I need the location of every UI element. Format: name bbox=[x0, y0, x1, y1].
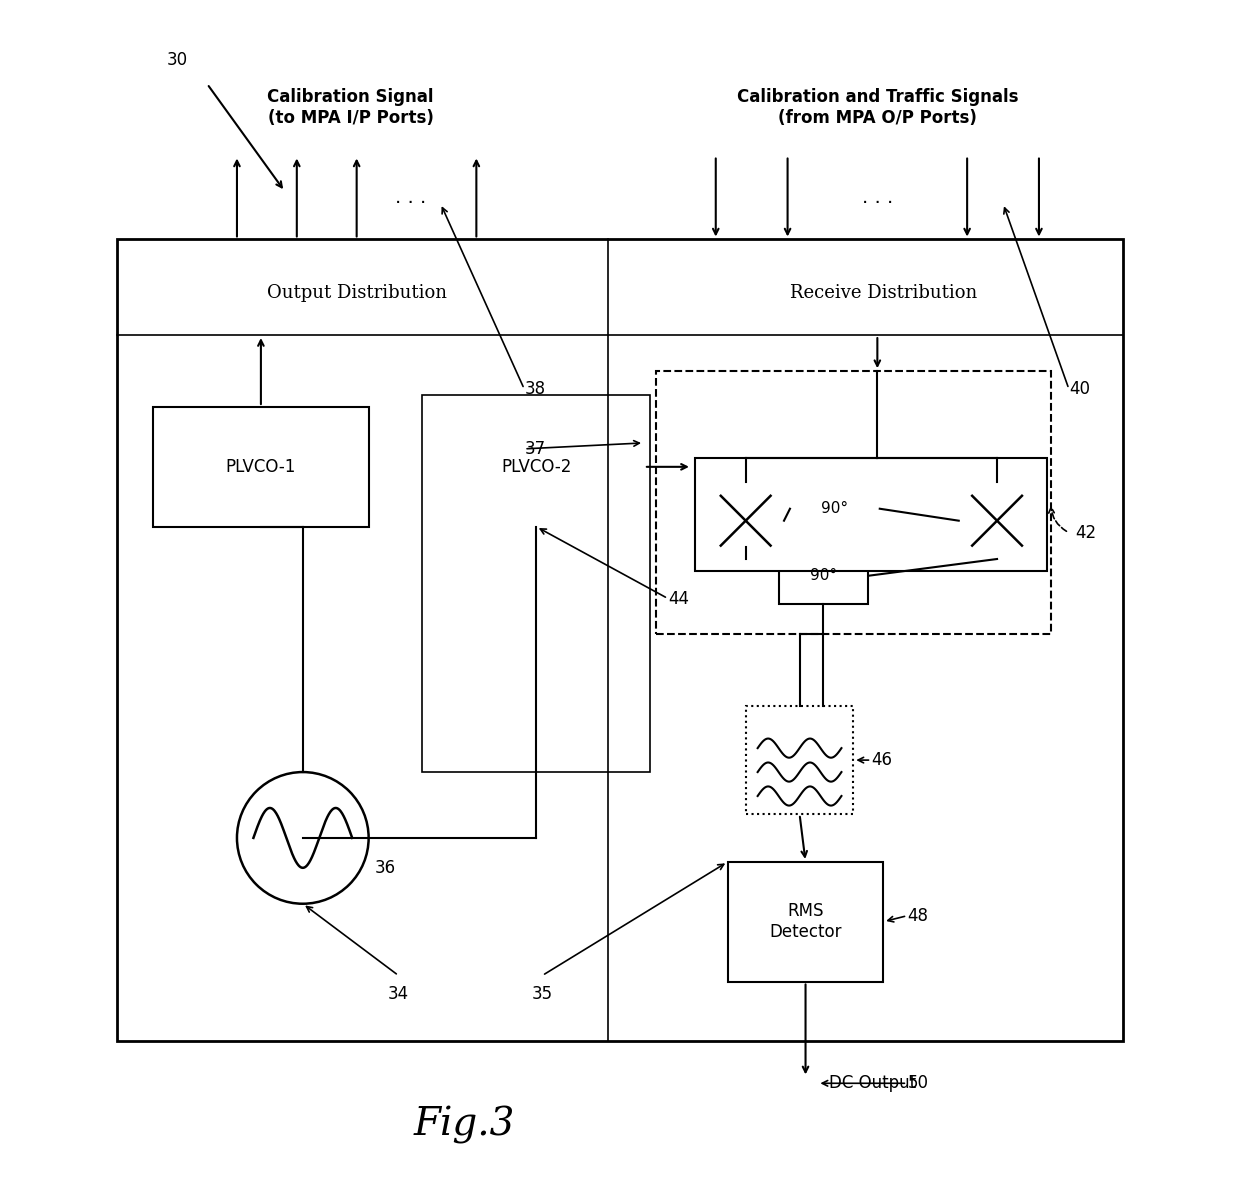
FancyBboxPatch shape bbox=[745, 706, 853, 814]
FancyBboxPatch shape bbox=[423, 395, 650, 772]
Text: 37: 37 bbox=[525, 439, 546, 458]
Text: · · ·: · · · bbox=[862, 194, 893, 213]
Text: 35: 35 bbox=[532, 984, 553, 1003]
Text: RMS
Detector: RMS Detector bbox=[769, 903, 842, 941]
Text: Receive Distribution: Receive Distribution bbox=[790, 284, 977, 303]
FancyBboxPatch shape bbox=[656, 371, 1052, 634]
Text: 90°: 90° bbox=[810, 569, 837, 583]
Text: PLVCO-2: PLVCO-2 bbox=[501, 457, 572, 476]
FancyBboxPatch shape bbox=[154, 407, 368, 527]
FancyBboxPatch shape bbox=[429, 407, 644, 742]
FancyBboxPatch shape bbox=[790, 480, 879, 537]
Text: 38: 38 bbox=[525, 379, 546, 399]
Text: 30: 30 bbox=[166, 50, 187, 69]
Text: 34: 34 bbox=[388, 984, 409, 1003]
Text: 46: 46 bbox=[872, 751, 893, 770]
Text: PLVCO-1: PLVCO-1 bbox=[226, 457, 296, 476]
Text: Fig.3: Fig.3 bbox=[414, 1106, 515, 1144]
FancyBboxPatch shape bbox=[696, 458, 1048, 571]
Text: 48: 48 bbox=[908, 906, 929, 925]
Text: Calibration and Traffic Signals
(from MPA O/P Ports): Calibration and Traffic Signals (from MP… bbox=[737, 89, 1018, 127]
Text: 40: 40 bbox=[1069, 379, 1090, 399]
FancyBboxPatch shape bbox=[118, 239, 1122, 1041]
Text: Calibration Signal
(to MPA I/P Ports): Calibration Signal (to MPA I/P Ports) bbox=[268, 89, 434, 127]
Text: 36: 36 bbox=[374, 858, 396, 877]
FancyBboxPatch shape bbox=[429, 407, 644, 527]
Text: 44: 44 bbox=[668, 589, 689, 608]
Text: 50: 50 bbox=[908, 1074, 929, 1093]
Text: · · ·: · · · bbox=[394, 194, 427, 213]
Text: Output Distribution: Output Distribution bbox=[267, 284, 446, 303]
Text: 90°: 90° bbox=[821, 502, 848, 516]
Text: DC Output: DC Output bbox=[830, 1074, 916, 1093]
FancyBboxPatch shape bbox=[779, 547, 868, 604]
FancyBboxPatch shape bbox=[728, 862, 883, 982]
Text: 42: 42 bbox=[1075, 523, 1096, 542]
